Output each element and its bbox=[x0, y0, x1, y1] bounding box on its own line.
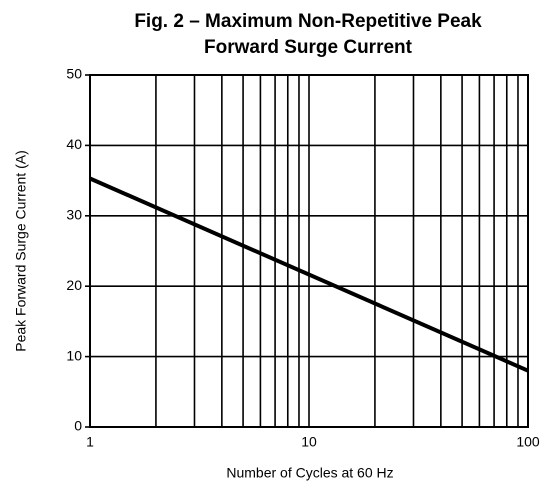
y-tick-label: 30 bbox=[66, 207, 82, 223]
chart-title: Fig. 2 – Maximum Non-Repetitive Peak bbox=[134, 11, 482, 32]
y-tick-label: 10 bbox=[66, 347, 82, 363]
plot-frame bbox=[89, 74, 529, 428]
y-tick-label: 40 bbox=[66, 136, 82, 152]
y-tick-label: 20 bbox=[66, 277, 82, 293]
x-axis-label: Number of Cycles at 60 Hz bbox=[226, 465, 393, 481]
y-axis-label: Peak Forward Surge Current (A) bbox=[13, 150, 29, 352]
data-line bbox=[89, 176, 529, 373]
chart-title: Forward Surge Current bbox=[204, 37, 413, 58]
x-tick-label: 10 bbox=[301, 434, 317, 450]
x-tick-label: 1 bbox=[86, 434, 94, 450]
x-tick-label: 100 bbox=[516, 434, 540, 450]
y-tick-label: 50 bbox=[66, 66, 82, 82]
y-tick-label: 0 bbox=[74, 418, 82, 434]
